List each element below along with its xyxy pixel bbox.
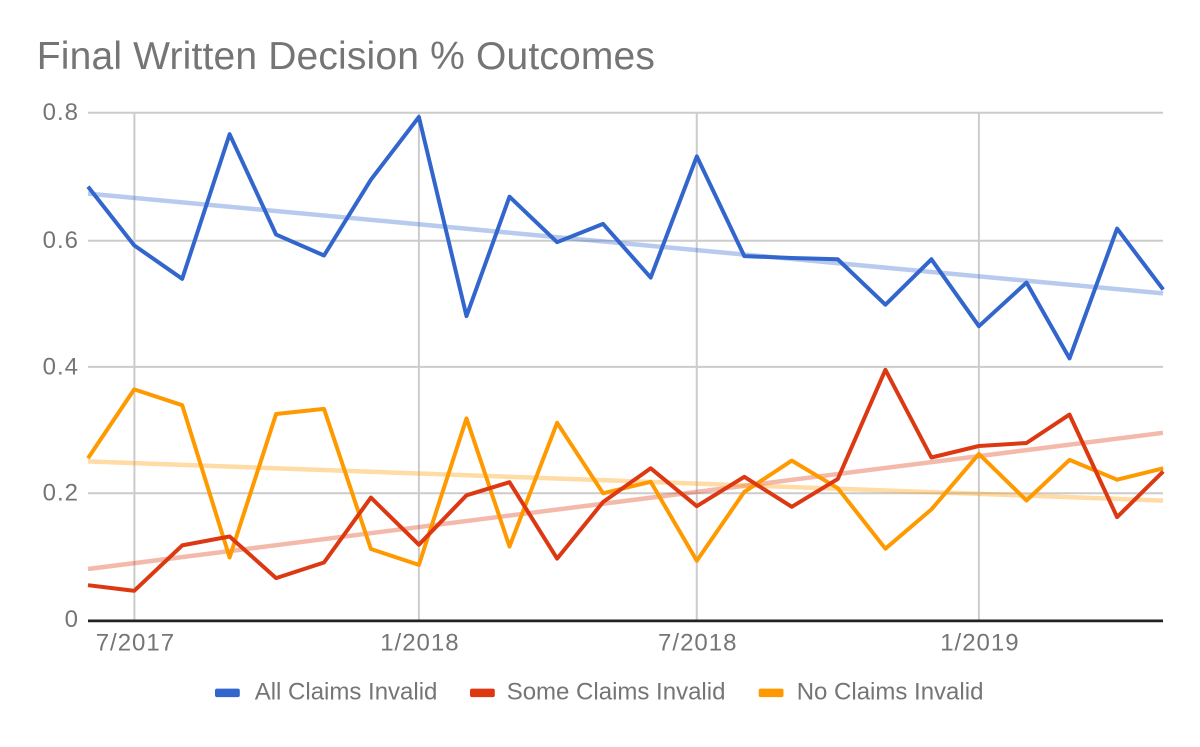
svg-text:0: 0 [65,606,79,633]
svg-text:0.4: 0.4 [43,353,79,380]
svg-text:1/2018: 1/2018 [380,630,459,657]
svg-text:0.2: 0.2 [43,480,79,507]
svg-text:Final Written Decision % Outco: Final Written Decision % Outcomes [37,35,655,78]
svg-text:0.6: 0.6 [43,227,79,254]
svg-text:1/2019: 1/2019 [940,630,1019,657]
svg-text:7/2017: 7/2017 [96,630,175,657]
svg-text:7/2018: 7/2018 [658,630,737,657]
svg-text:No Claims Invalid: No Claims Invalid [797,679,984,706]
svg-text:Some Claims Invalid: Some Claims Invalid [507,679,726,706]
svg-text:0.8: 0.8 [43,99,79,126]
svg-text:All Claims Invalid: All Claims Invalid [255,679,438,706]
